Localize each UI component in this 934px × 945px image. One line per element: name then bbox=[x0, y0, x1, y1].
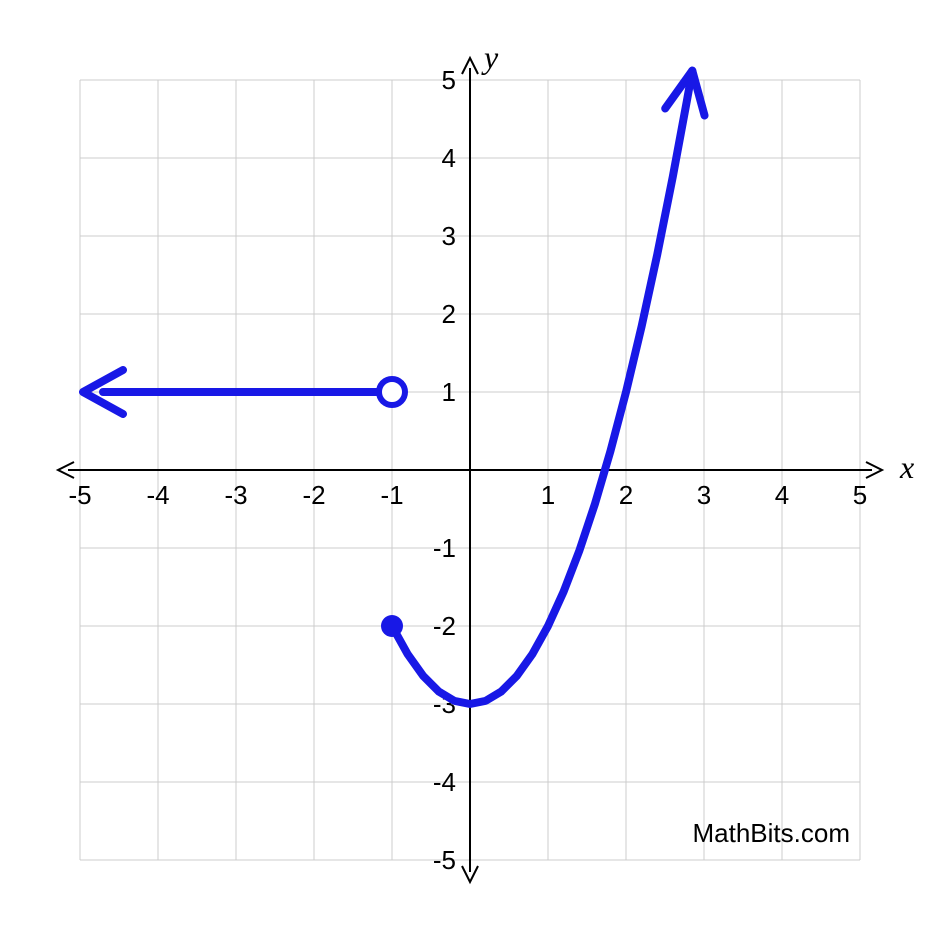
y-tick-label: 5 bbox=[442, 65, 456, 95]
y-axis-label: y bbox=[481, 39, 499, 75]
x-tick-label: 2 bbox=[619, 480, 633, 510]
y-tick-label: -1 bbox=[433, 533, 456, 563]
x-tick-label: -3 bbox=[224, 480, 247, 510]
piece1-open-endpoint bbox=[379, 379, 405, 405]
x-axis-label: x bbox=[899, 449, 914, 485]
y-tick-label: 4 bbox=[442, 143, 456, 173]
x-tick-label: 3 bbox=[697, 480, 711, 510]
chart-container: xy-5-4-3-2-112345-5-4-3-2-112345MathBits… bbox=[20, 20, 920, 920]
y-tick-label: -4 bbox=[433, 767, 456, 797]
x-tick-label: -2 bbox=[302, 480, 325, 510]
y-tick-label: 2 bbox=[442, 299, 456, 329]
y-tick-label: 3 bbox=[442, 221, 456, 251]
x-tick-label: -4 bbox=[146, 480, 169, 510]
x-tick-label: 1 bbox=[541, 480, 555, 510]
piecewise-chart: xy-5-4-3-2-112345-5-4-3-2-112345MathBits… bbox=[20, 20, 920, 920]
x-tick-label: -1 bbox=[380, 480, 403, 510]
watermark: MathBits.com bbox=[693, 818, 851, 848]
y-tick-label: -2 bbox=[433, 611, 456, 641]
x-tick-label: 5 bbox=[853, 480, 867, 510]
y-tick-label: 1 bbox=[442, 377, 456, 407]
x-tick-label: 4 bbox=[775, 480, 789, 510]
x-tick-label: -5 bbox=[68, 480, 91, 510]
piece2-closed-endpoint bbox=[381, 615, 403, 637]
y-tick-label: -5 bbox=[433, 845, 456, 875]
